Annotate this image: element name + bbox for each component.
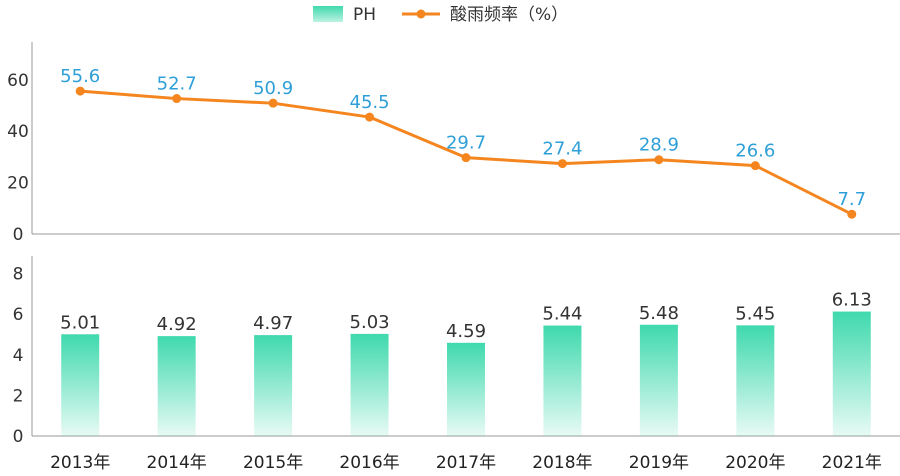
ph-bar-label: 5.01 [60,312,100,333]
rate-point-label: 28.9 [639,135,679,156]
x-axis-ticks: 2013年 2014年 2015年 2016年 2017年 2018年 2019年 2020年… [50,453,882,473]
rate-y-tick-label: 60 [7,71,29,91]
ph-y-tick-label: 6 [13,305,24,325]
rate-point [847,209,857,219]
rate-y-tick-label: 0 [13,225,24,245]
rate-point [172,94,182,104]
x-tick-label: 2015年 [243,453,303,473]
ph-bar [736,325,775,436]
rate-y-tick-label: 40 [7,122,29,142]
rate-point [654,155,664,165]
ph-y-tick-label: 8 [13,265,24,285]
legend-rate-label: 酸雨频率（%） [450,5,568,25]
rate-point-label: 55.6 [60,66,100,87]
rate-point-label: 26.6 [735,141,775,162]
ph-bar-label: 4.59 [446,321,486,342]
ph-bar [350,333,389,436]
x-tick-label: 2016年 [339,453,399,473]
x-tick-label: 2018年 [532,453,592,473]
legend-rate-marker [416,9,426,19]
ph-y-ticks: 0 2 4 6 8 [13,265,24,447]
rate-point [365,112,375,122]
ph-bar-labels: 5.01 4.92 4.97 5.03 4.59 5.44 5.48 5.45 6.13 [60,290,872,342]
rate-point-labels: 55.6 52.7 50.9 45.5 29.7 27.4 28.9 26.6 7.7 [60,66,866,210]
rate-line-series [75,86,857,219]
rate-point-label: 45.5 [350,92,390,113]
x-tick-label: 2021年 [822,453,882,473]
ph-bar [543,325,582,436]
ph-bar [832,311,871,436]
ph-bar [61,334,100,436]
rate-point-label: 7.7 [837,189,866,210]
ph-bar-label: 5.48 [639,303,679,324]
x-tick-label: 2013年 [50,453,110,473]
ph-y-tick-label: 4 [13,346,24,366]
rate-point-label: 50.9 [253,78,293,99]
rate-point [557,159,567,169]
ph-bar [254,335,293,436]
ph-bar-label: 5.44 [542,304,582,325]
x-tick-label: 2020年 [725,453,785,473]
rate-point-label: 29.7 [446,133,486,154]
ph-bar [157,336,196,436]
rate-point-label: 52.7 [157,74,197,95]
rate-point [750,161,760,171]
ph-y-tick-label: 2 [13,386,24,406]
x-tick-label: 2014年 [147,453,207,473]
ph-bars [61,311,871,436]
ph-bar-label: 6.13 [832,290,872,311]
ph-y-tick-label: 0 [13,427,24,447]
legend-ph-label: PH [353,5,376,25]
legend: PH 酸雨频率（%） [313,5,568,25]
x-tick-label: 2019年 [629,453,689,473]
rate-point [75,86,85,96]
ph-bar [639,324,678,436]
rate-point [268,98,278,108]
legend-ph-swatch [313,6,343,22]
ph-bar-label: 5.45 [735,303,775,324]
ph-bar-label: 4.97 [253,313,293,334]
ph-bar-label: 5.03 [350,312,390,333]
rate-y-tick-label: 20 [7,174,29,194]
ph-bar-label: 4.92 [157,314,197,335]
rate-y-ticks: 0 20 40 60 [7,71,29,245]
ph-bar [447,342,485,436]
rate-point [461,153,471,163]
rate-point-label: 27.4 [542,139,582,160]
x-tick-label: 2017年 [436,453,496,473]
